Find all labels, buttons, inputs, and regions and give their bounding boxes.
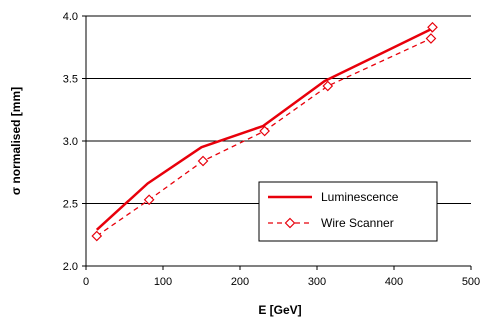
x-tick-label: 200 — [231, 276, 249, 288]
series-line-luminescence — [95, 27, 434, 231]
x-axis-label: E [GeV] — [258, 303, 301, 317]
axes — [82, 15, 472, 270]
gridlines — [86, 15, 471, 204]
x-tick-label: 0 — [83, 276, 89, 288]
legend: Luminescence Wire Scanner — [258, 181, 438, 242]
y-tick-label: 2.0 — [63, 261, 78, 273]
y-tick-label: 4.0 — [63, 11, 78, 23]
series-group — [91, 21, 438, 242]
legend-box — [258, 181, 438, 242]
y-axis-label: σ normalised [mm] — [9, 87, 23, 195]
data-point-wire-scanner — [259, 125, 270, 137]
legend-wire-scanner-marker — [284, 217, 296, 229]
data-point-wire-scanner — [143, 194, 155, 206]
data-point-wire-scanner — [91, 230, 103, 242]
x-tick-label: 400 — [385, 276, 403, 288]
data-point-wire-scanner — [425, 33, 437, 44]
y-tick-label: 3.0 — [63, 136, 78, 148]
x-tick-label: 500 — [462, 276, 480, 288]
legend-luminescence-label: Luminescence — [321, 190, 399, 204]
legend-wire-scanner-label: Wire Scanner — [321, 216, 394, 230]
x-tick-label: 100 — [154, 276, 172, 288]
y-tick-label: 2.5 — [63, 199, 78, 211]
y-tick-label: 3.5 — [63, 74, 78, 86]
data-point-wire-scanner — [322, 80, 334, 92]
x-tick-label: 300 — [308, 276, 326, 288]
data-point-wire-scanner — [197, 155, 209, 167]
tick-labels: 2.0 2.5 3.0 3.5 4.0 0 100 200 300 400 500 — [63, 11, 480, 288]
data-point-wire-scanner — [427, 21, 438, 33]
